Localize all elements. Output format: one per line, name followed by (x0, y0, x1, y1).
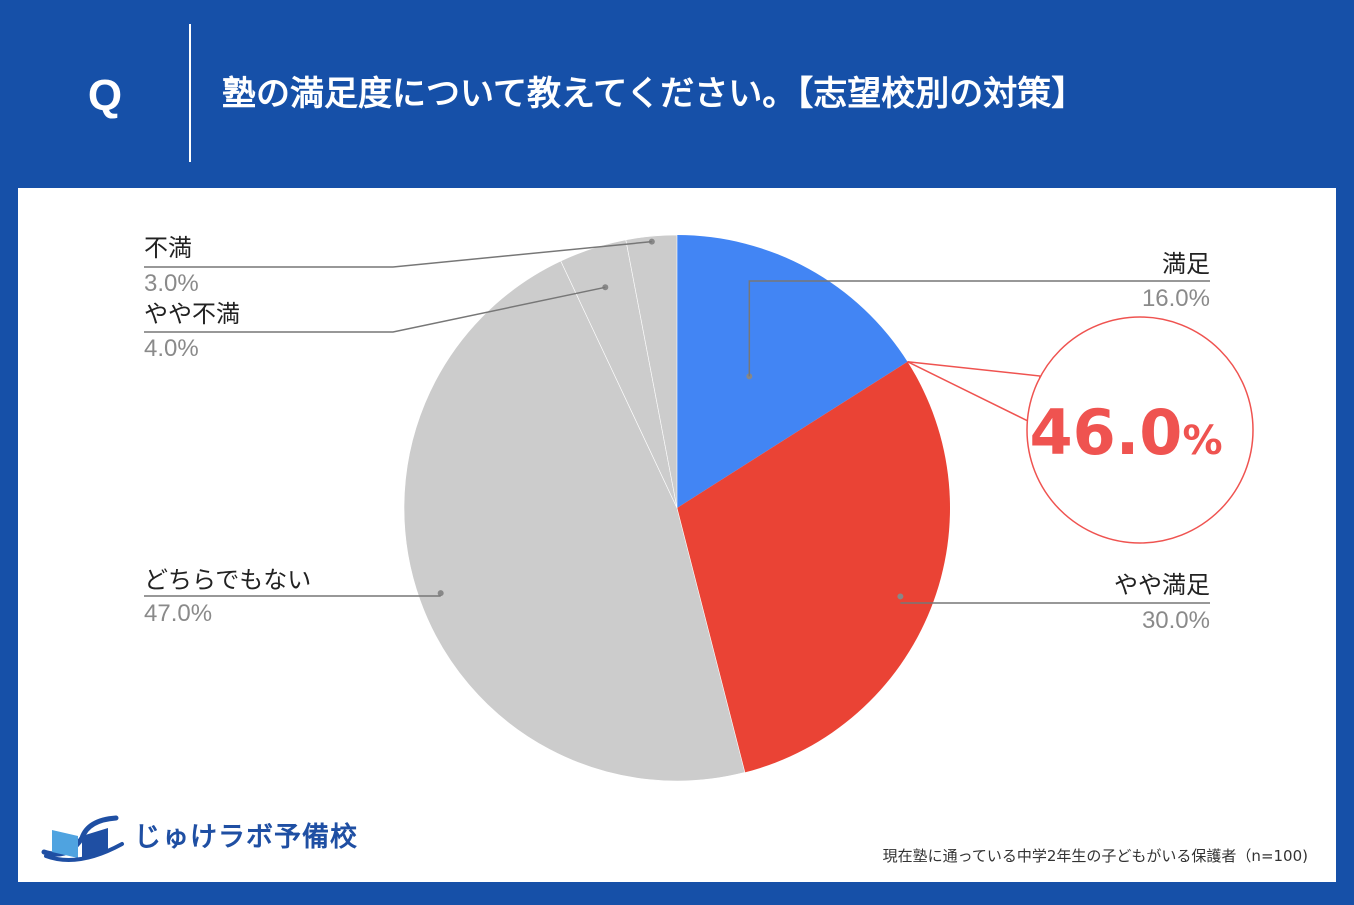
callout-circle (1026, 316, 1254, 544)
callout-number: 46.0 (1029, 396, 1182, 469)
brand-name: じゅけラボ予備校 (134, 822, 358, 853)
slice-value-dissatisfied: 3.0% (144, 270, 199, 297)
leader-line-somewhat-dissatisfied (144, 286, 606, 333)
leader-dot-somewhat-satisfied (897, 593, 904, 600)
leader-line-satisfied (748, 280, 1210, 377)
brand-logo: じゅけラボ予備校 (38, 808, 358, 868)
slice-label-dissatisfied: 不満 (144, 234, 192, 262)
pie-slice-satisfied (677, 235, 908, 508)
question-marker: Q (87, 71, 123, 120)
leader-dot-neutral (437, 590, 444, 597)
leader-line-dissatisfied (144, 240, 652, 268)
callout-value: 46.0% (1029, 396, 1222, 469)
slice-label-somewhat-satisfied: やや満足 (1114, 571, 1210, 599)
pie-labels: 満足 16.0% やや満足 30.0% どちらでもない 47.0% やや不満 4.0% 不満 3.… (144, 234, 1210, 634)
sample-note: 現在塾に通っている中学2年生の子どもがいる保護者（n=100) (882, 847, 1308, 865)
pie-slice-somewhat-satisfied (677, 361, 950, 773)
callout-unit: % (1182, 418, 1222, 464)
highlight-callout: 46.0% (907, 316, 1254, 544)
slice-value-neutral: 47.0% (144, 600, 212, 627)
pie-leader-lines (144, 238, 1210, 604)
question-title: 塾の満足度について教えてください。【志望校別の対策】 (222, 74, 1086, 114)
pie-slice-dissatisfied (625, 234, 678, 509)
book-logo-icon (41, 815, 124, 862)
pie-slice-neutral (403, 260, 746, 782)
slice-value-satisfied: 16.0% (1142, 285, 1210, 312)
pie-slices (403, 234, 950, 782)
pie-chart: 満足 16.0% やや満足 30.0% どちらでもない 47.0% やや不満 4.0% 不満 3.… (144, 234, 1254, 782)
slice-value-somewhat-satisfied: 30.0% (1142, 607, 1210, 634)
slice-value-somewhat-dissatisfied: 4.0% (144, 335, 199, 362)
slice-label-neutral: どちらでもない (144, 566, 311, 594)
header-divider (189, 24, 191, 162)
slice-label-satisfied: 満足 (1162, 250, 1210, 278)
slice-label-somewhat-dissatisfied: やや不満 (144, 300, 240, 328)
chart-panel: 満足 16.0% やや満足 30.0% どちらでもない 47.0% やや不満 4.0% 不満 3.… (18, 188, 1336, 882)
